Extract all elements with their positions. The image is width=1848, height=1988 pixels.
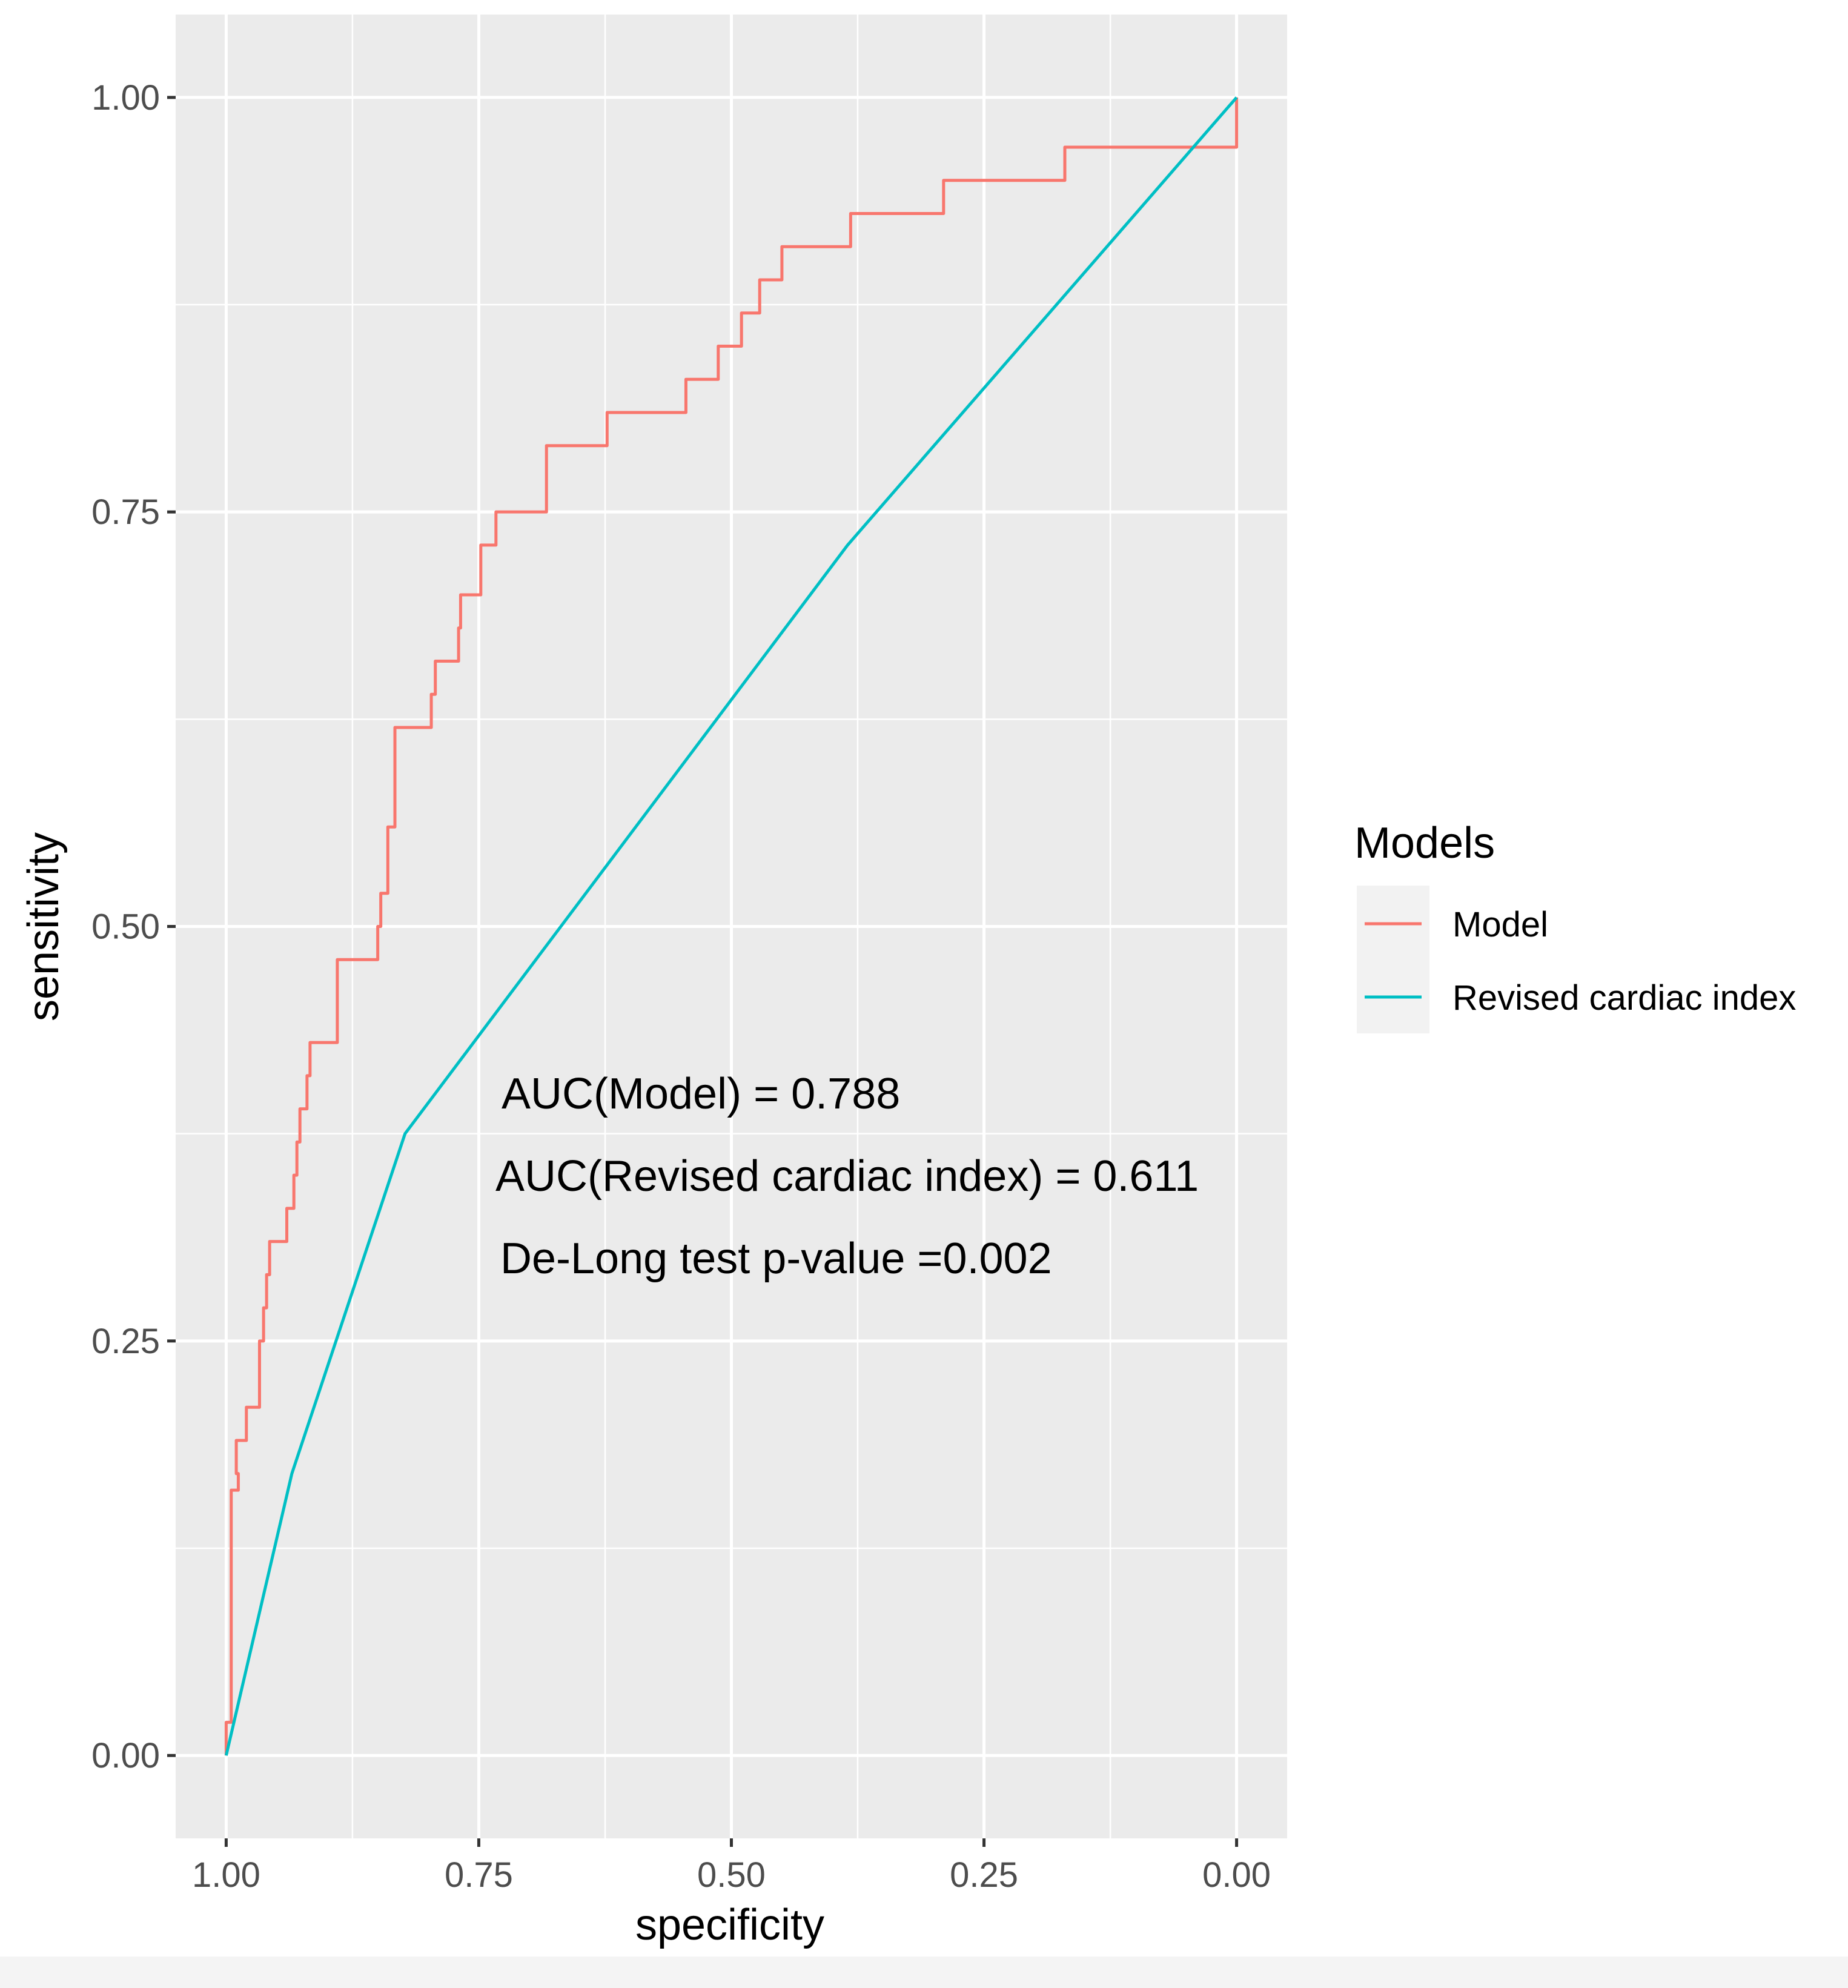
bottom-strip bbox=[0, 1957, 1848, 1988]
x-tick-label: 0.00 bbox=[1202, 1855, 1271, 1895]
series-line-model bbox=[224, 97, 1239, 1756]
y-tick-label: 0.75 bbox=[91, 492, 160, 532]
annotation-auc-rci: AUC(Revised cardiac index) = 0.611 bbox=[495, 1152, 1199, 1201]
grid-lines bbox=[176, 15, 1287, 1838]
y-tick-label: 0.00 bbox=[91, 1736, 160, 1775]
annotations: AUC(Model) = 0.788 AUC(Revised cardiac i… bbox=[495, 1070, 1199, 1283]
legend-title: Models bbox=[1354, 819, 1495, 867]
x-tick-label: 0.50 bbox=[697, 1855, 766, 1895]
y-axis-title: sensitivity bbox=[19, 832, 68, 1021]
x-tick-label: 0.25 bbox=[950, 1855, 1018, 1895]
axis-ticks: 1.00 0.75 0.50 0.25 0.00 0.00 0.25 0.50 0.75 1.00 bbox=[91, 78, 1271, 1895]
legend: Models Model Revised cardiac index bbox=[1354, 819, 1796, 1033]
series-line-revised-cardiac-index bbox=[224, 96, 1238, 1756]
x-axis-title: specificity bbox=[635, 1901, 824, 1949]
y-tick-label: 0.50 bbox=[91, 907, 160, 947]
x-tick-label: 1.00 bbox=[192, 1855, 260, 1895]
annotation-auc-model: AUC(Model) = 0.788 bbox=[502, 1070, 900, 1118]
legend-label-revised-cardiac-index: Revised cardiac index bbox=[1452, 978, 1796, 1018]
legend-label-model: Model bbox=[1452, 905, 1548, 944]
x-tick-label: 0.75 bbox=[445, 1855, 513, 1895]
series-lines bbox=[224, 96, 1239, 1756]
annotation-delong: De-Long test p-value =0.002 bbox=[500, 1234, 1052, 1283]
y-tick-label: 0.25 bbox=[91, 1322, 160, 1361]
y-tick-label: 1.00 bbox=[91, 78, 160, 118]
legend-key-background bbox=[1357, 886, 1429, 1033]
